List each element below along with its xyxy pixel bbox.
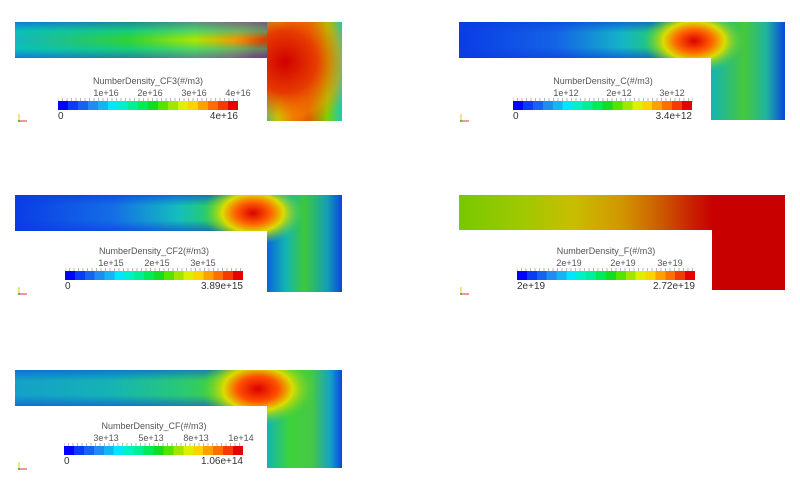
tick-label: 3e+16 — [181, 88, 207, 98]
tick-label: 3e+13 — [93, 433, 119, 443]
tick-label: 3e+12 — [659, 88, 685, 98]
tick-label: 1e+16 — [93, 88, 119, 98]
tick-label: 2e+16 — [137, 88, 163, 98]
colorbar-f: NumberDensity_F(#/m3) 2e+19 2e+19 3e+19 … — [517, 246, 695, 294]
colorbar-gradient — [517, 271, 695, 280]
colorbar-max-label: 2.72e+19 — [653, 281, 695, 292]
panel-cf2 — [15, 195, 342, 292]
tick-label: 2e+15 — [144, 258, 170, 268]
axes-triad-icon — [460, 287, 469, 295]
colorbar-min-label: 2e+19 — [517, 281, 546, 292]
colorbar-min-label: 0 — [58, 111, 64, 122]
colorbar-max-label: 3.89e+15 — [201, 281, 243, 292]
axes-triad-icon — [18, 462, 27, 470]
tick-label: 2e+12 — [606, 88, 632, 98]
tick-label: 5e+13 — [138, 433, 164, 443]
contour-plot-cf3 — [15, 22, 342, 121]
tick-label: 1e+14 — [228, 433, 254, 443]
tick-label: 4e+16 — [225, 88, 251, 98]
tick-label: 3e+15 — [190, 258, 216, 268]
tick-label: 8e+13 — [183, 433, 209, 443]
contour-plot-cf2 — [15, 195, 342, 292]
colorbar-gradient — [64, 446, 243, 455]
colorbar-max-label: 3.4e+12 — [655, 111, 692, 122]
colorbar-cf: NumberDensity_CF(#/m3) 3e+13 5e+13 8e+13… — [64, 421, 254, 469]
panel-cf3 — [15, 22, 342, 121]
axes-triad-icon — [460, 114, 469, 122]
colorbar-min-label: 0 — [64, 456, 70, 467]
tick-label: 2e+19 — [610, 258, 636, 268]
panel-f — [459, 195, 785, 290]
tick-label: 3e+19 — [657, 258, 683, 268]
axes-triad-icon — [18, 114, 27, 122]
colorbar-gradient — [58, 101, 238, 110]
colorbar-gradient — [513, 101, 692, 110]
colorbar-gradient — [65, 271, 243, 280]
colorbar-title: NumberDensity_CF(#/m3) — [101, 421, 207, 431]
colorbar-title: NumberDensity_CF3(#/m3) — [92, 76, 204, 86]
colorbar-title: NumberDensity_CF2(#/m3) — [98, 246, 210, 256]
colorbar-c: NumberDensity_C(#/m3) 1e+12 2e+12 3e+12 … — [513, 76, 693, 124]
colorbar-cf3: NumberDensity_CF3(#/m3) 1e+16 2e+16 3e+1… — [58, 76, 251, 124]
tick-label: 2e+19 — [556, 258, 582, 268]
colorbar-title: NumberDensity_F(#/m3) — [556, 246, 656, 256]
colorbar-min-label: 0 — [65, 281, 71, 292]
colorbar-cf2: NumberDensity_CF2(#/m3) 1e+15 2e+15 3e+1… — [65, 246, 243, 294]
tick-label: 1e+15 — [98, 258, 124, 268]
axes-triad-icon — [18, 287, 27, 295]
contour-plot-f — [459, 195, 785, 290]
colorbar-min-label: 0 — [513, 111, 519, 122]
colorbar-title: NumberDensity_C(#/m3) — [553, 76, 653, 86]
colorbar-max-label: 4e+16 — [209, 111, 238, 122]
colorbar-max-label: 1.06e+14 — [201, 456, 243, 467]
tick-label: 1e+12 — [553, 88, 579, 98]
